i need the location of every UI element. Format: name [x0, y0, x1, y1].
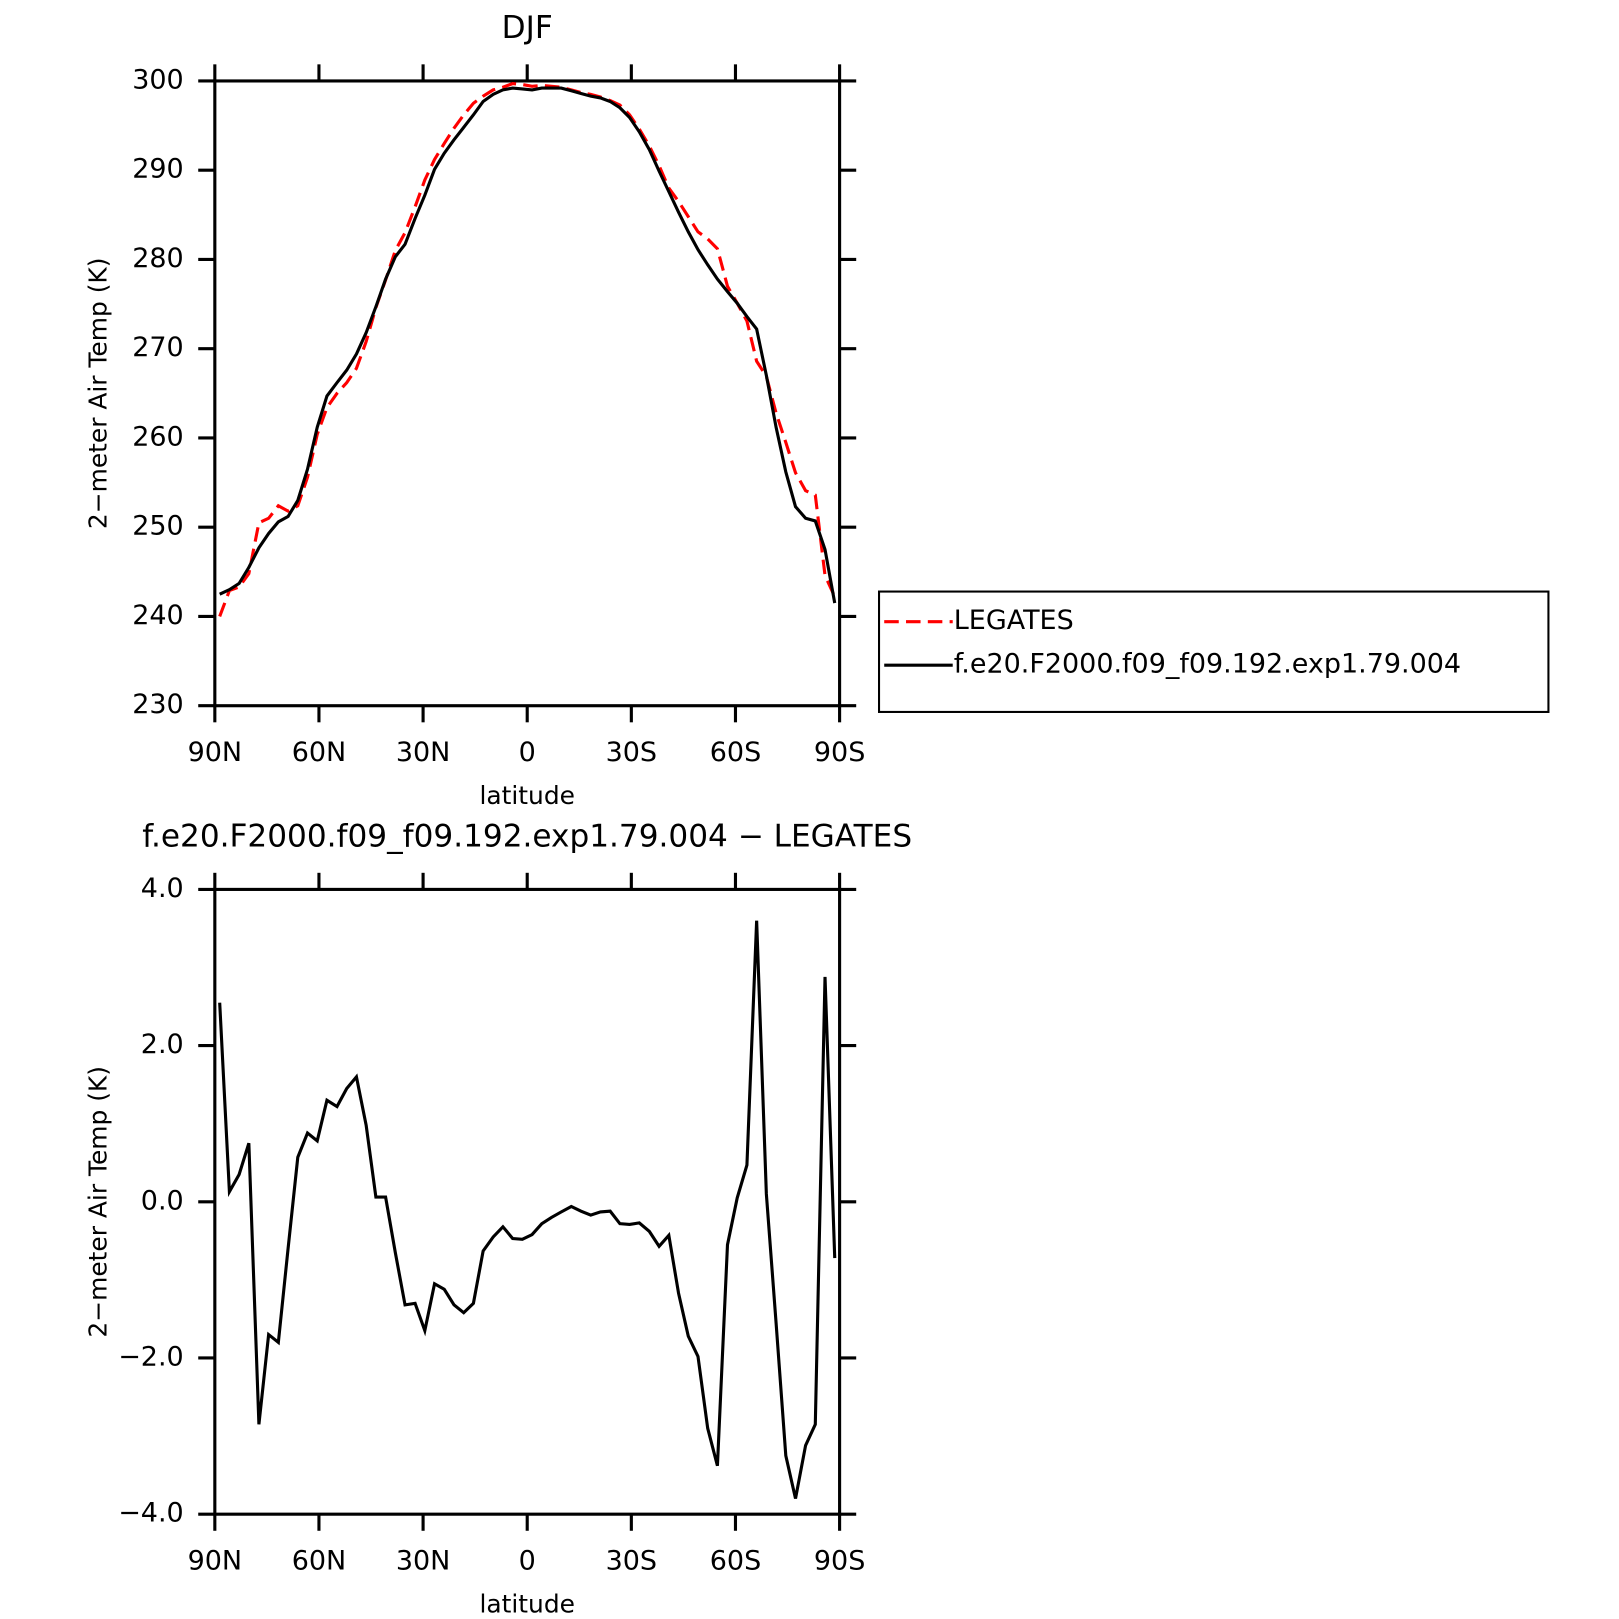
y-tick-label: −2.0 [118, 1341, 183, 1372]
chart-title: DJF [502, 10, 553, 46]
y-tick-label: 300 [132, 64, 183, 95]
y-tick-label: 2.0 [141, 1029, 184, 1060]
y-tick-label: 4.0 [141, 873, 184, 904]
legend-box [877, 590, 1550, 713]
x-tick-label: 90S [814, 1545, 865, 1576]
plot-frame [213, 887, 842, 1516]
y-axis-label: 2−meter Air Temp (K) [84, 1066, 113, 1338]
y-tick-label: 270 [132, 332, 183, 363]
chart-title: f.e20.F2000.f09_f09.192.exp1.79.004 − LE… [142, 819, 912, 855]
y-tick-label: 280 [132, 243, 183, 274]
y-tick-label: 250 [132, 511, 183, 542]
x-tick-label: 60S [710, 1545, 761, 1576]
x-tick-label: 0 [519, 737, 536, 768]
y-tick-label: 240 [132, 600, 183, 631]
x-tick-label: 30S [606, 1545, 657, 1576]
x-tick-label: 30N [396, 1545, 451, 1576]
x-axis-label: latitude [479, 781, 575, 810]
y-tick-label: 0.0 [141, 1185, 184, 1216]
y-tick-label: −4.0 [118, 1498, 183, 1529]
x-tick-label: 90N [188, 1545, 243, 1576]
plot-frame [213, 79, 842, 708]
data-line [218, 920, 837, 1499]
data-line [218, 82, 837, 618]
x-tick-label: 90S [814, 737, 865, 768]
y-tick-label: 290 [132, 154, 183, 185]
x-axis-label: latitude [479, 1590, 575, 1619]
x-tick-label: 60N [292, 737, 346, 768]
data-line [219, 86, 837, 604]
legend-label: LEGATES [954, 605, 1074, 636]
legend-label: f.e20.F2000.f09_f09.192.exp1.79.004 [954, 649, 1461, 680]
y-tick-label: 260 [132, 421, 183, 452]
x-tick-label: 60N [292, 1545, 346, 1576]
y-tick-label: 230 [132, 689, 183, 720]
x-tick-label: 90N [188, 737, 243, 768]
x-tick-label: 0 [519, 1545, 536, 1576]
y-axis-label: 2−meter Air Temp (K) [84, 258, 113, 530]
x-tick-label: 60S [710, 737, 761, 768]
x-tick-label: 30S [606, 737, 657, 768]
x-tick-label: 30N [396, 737, 451, 768]
